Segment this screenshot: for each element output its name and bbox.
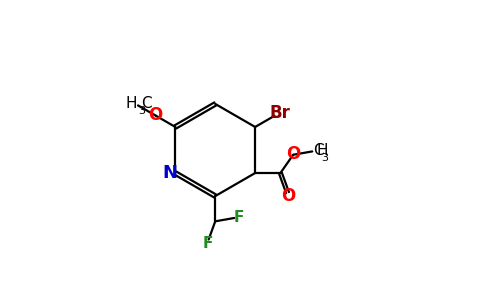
Text: F: F <box>233 210 243 225</box>
Text: O: O <box>148 106 162 124</box>
Text: Br: Br <box>270 104 290 122</box>
Text: C: C <box>313 143 323 158</box>
Text: N: N <box>162 164 177 182</box>
Text: 3: 3 <box>321 153 328 163</box>
Text: O: O <box>286 145 301 163</box>
Text: C: C <box>142 96 152 111</box>
Text: O: O <box>281 187 295 205</box>
Text: H: H <box>317 143 329 158</box>
Text: 3: 3 <box>138 106 146 116</box>
Text: F: F <box>203 236 213 251</box>
Text: H: H <box>125 96 136 111</box>
